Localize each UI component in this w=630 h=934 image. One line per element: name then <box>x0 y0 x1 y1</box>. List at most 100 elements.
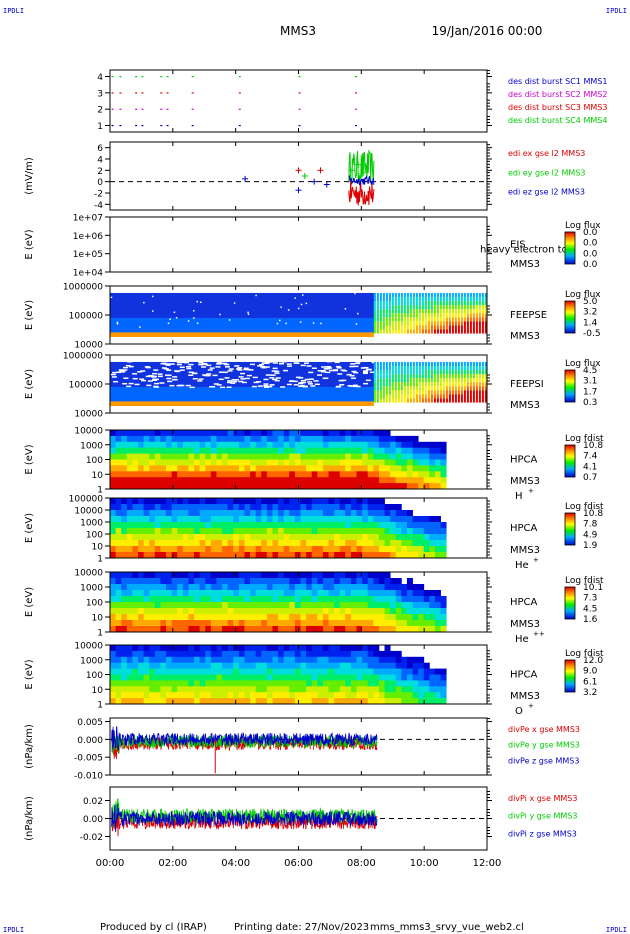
spectrogram-cell <box>194 435 201 443</box>
spectrogram-cell <box>138 477 145 484</box>
spectrogram-cell <box>345 516 352 523</box>
spectrogram-cell <box>272 602 279 609</box>
spectrogram-cell <box>115 435 122 443</box>
spectrogram-gap <box>281 360 287 363</box>
spectrogram-cell <box>289 596 296 603</box>
spectrogram-cell <box>210 552 217 559</box>
spectrogram-cell <box>233 465 240 472</box>
spectrogram-cell <box>233 680 240 687</box>
spectrogram-gap <box>269 361 275 363</box>
spectrogram-cell <box>250 620 257 627</box>
spectrogram-cell <box>345 534 352 541</box>
burst-mark <box>135 76 138 78</box>
spectrogram-cell <box>210 590 217 597</box>
spectrogram-cell <box>194 430 201 437</box>
spectrogram-cell <box>266 686 273 693</box>
spectrogram-cell <box>289 650 296 658</box>
spectrogram-gap <box>274 370 280 373</box>
burst-mark <box>160 108 163 110</box>
spectrogram-cell <box>171 650 178 658</box>
spectrogram-cell <box>306 540 313 547</box>
spectrogram-cell <box>378 662 385 669</box>
spectrogram-cell <box>143 645 150 652</box>
spectrogram-cell <box>322 608 329 615</box>
spectrogram-cell <box>362 674 369 681</box>
spectrogram-cell <box>227 465 234 472</box>
spectrogram-cell <box>373 602 380 609</box>
spectrogram-cell <box>382 382 385 387</box>
spectrogram-cell <box>300 686 307 693</box>
spectrogram-cell <box>451 366 454 371</box>
spectrogram-cell <box>132 602 139 609</box>
spectrogram-cell <box>415 386 418 391</box>
spectrogram-gap <box>192 309 195 312</box>
spectrogram-cell <box>306 590 313 597</box>
spectrogram-cell <box>121 447 128 454</box>
spectrogram-gap <box>110 373 116 376</box>
spectrogram-cell <box>440 692 447 699</box>
spectrogram-cell <box>199 534 206 541</box>
spectrogram-cell <box>376 390 379 395</box>
spectrogram-cell <box>339 614 346 621</box>
burst-mark <box>298 92 301 94</box>
spectrogram-cell <box>160 590 167 597</box>
spectrogram-cell <box>138 540 145 547</box>
spectrogram-cell <box>138 534 145 541</box>
spectrogram-cell <box>481 386 484 391</box>
spectrogram-cell <box>238 483 245 490</box>
spectrogram-cell <box>390 540 397 547</box>
spectrogram-cell <box>378 528 385 535</box>
spectrogram-cell <box>322 528 329 535</box>
spectrogram-cell <box>378 680 385 687</box>
spectrogram-cell <box>388 313 391 318</box>
spectrogram-cell <box>250 465 257 472</box>
spectrogram-cell <box>110 626 117 633</box>
spectrogram-cell <box>391 386 394 391</box>
spectrogram-cell <box>227 546 234 553</box>
spectrogram-cell <box>210 698 217 705</box>
spectrogram-cell <box>481 361 484 367</box>
spectrogram-cell <box>294 534 301 541</box>
spectrogram-cell <box>451 361 454 367</box>
spectrogram-cell <box>334 435 341 443</box>
burst-mark <box>160 76 163 78</box>
spectrogram-cell <box>445 390 448 395</box>
spectrogram-cell <box>339 430 346 437</box>
spectrogram-cell <box>373 668 380 675</box>
spectrogram-cell <box>294 650 301 658</box>
spectrogram-gap <box>146 384 152 387</box>
spectrogram-cell <box>322 453 329 460</box>
spectrogram-cell <box>378 540 385 547</box>
y-tick-label: -0.010 <box>74 772 103 782</box>
spectrogram-cell <box>154 453 161 460</box>
spectrogram-cell <box>472 301 475 306</box>
spectrogram-cell <box>384 674 391 681</box>
spectrogram-cell <box>199 584 206 591</box>
spectrogram-cell <box>222 620 229 627</box>
spectrogram-cell <box>412 590 419 597</box>
spectrogram-cell <box>283 608 290 615</box>
spectrogram-cell <box>160 674 167 681</box>
spectrogram-gap <box>116 323 119 325</box>
spectrogram-cell <box>283 465 290 472</box>
spectrogram-gap <box>196 322 199 325</box>
spectrogram-cell <box>300 465 307 472</box>
spectrogram-cell <box>222 430 229 437</box>
spectrogram-cell <box>205 590 212 597</box>
spectrogram-cell <box>378 453 385 460</box>
spectrogram-cell <box>448 370 451 375</box>
spectrogram-gap <box>198 363 204 366</box>
spectrogram-cell <box>430 374 433 379</box>
spectrogram-cell <box>356 540 363 547</box>
y-tick-label: 1 <box>97 701 103 711</box>
spectrogram-cell <box>421 394 424 399</box>
spectrogram-cell <box>409 382 412 387</box>
spectrogram-gap <box>140 370 146 372</box>
spectrogram-cell <box>424 366 427 371</box>
spectrogram-cell <box>278 578 285 585</box>
spectrogram-cell <box>199 578 206 585</box>
spectrogram-cell <box>250 546 257 553</box>
instrument-label: HPCA <box>510 455 538 466</box>
spectrogram-cell <box>244 447 251 454</box>
spectrogram-cell <box>154 447 161 454</box>
